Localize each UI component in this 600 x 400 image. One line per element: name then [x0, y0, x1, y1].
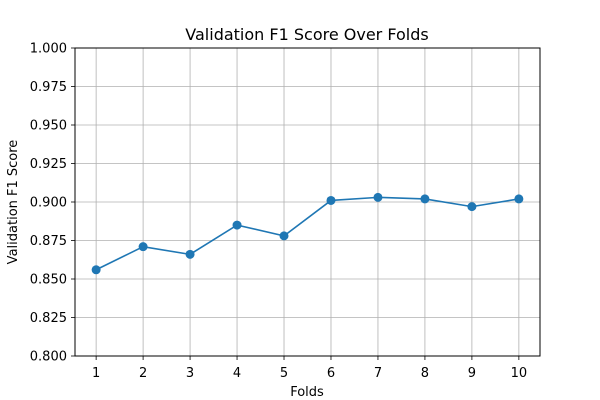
y-tick-label: 1.000	[30, 42, 67, 57]
y-tick-label: 0.850	[30, 273, 67, 288]
series-line	[95, 196, 519, 271]
y-tick-label: 0.800	[30, 350, 67, 365]
y-axis-label: Validation F1 Score	[6, 140, 21, 265]
y-axis: 0.800 0.825 0.850 0.875 0.900 0.925 0.950 0.975…	[30, 42, 75, 365]
series-layer	[91, 192, 524, 275]
data-point	[467, 202, 477, 212]
data-point	[91, 265, 101, 275]
x-tick-label: 2	[139, 366, 147, 381]
data-point	[420, 194, 430, 204]
y-tick-label: 0.900	[30, 196, 67, 211]
x-axis: 1 2 3 4 5 6 7 8 9 10	[92, 356, 527, 381]
x-tick-label: 8	[421, 366, 429, 381]
x-tick-label: 5	[280, 366, 288, 381]
x-tick-label: 4	[233, 366, 241, 381]
data-point	[185, 249, 195, 259]
data-point	[514, 194, 524, 204]
x-tick-label: 10	[511, 366, 528, 381]
y-tick-label: 0.975	[30, 80, 67, 95]
x-tick-label: 6	[327, 366, 335, 381]
x-tick-label: 9	[468, 366, 476, 381]
x-tick-label: 1	[92, 366, 100, 381]
x-tick-label: 3	[186, 366, 194, 381]
x-axis-label: Folds	[290, 385, 324, 400]
y-tick-label: 0.875	[30, 234, 67, 249]
data-point	[138, 242, 148, 252]
data-point	[326, 195, 336, 205]
grid	[75, 47, 540, 357]
x-tick-label: 7	[374, 366, 382, 381]
y-tick-label: 0.925	[30, 157, 67, 172]
data-point	[373, 192, 383, 202]
chart-title: Validation F1 Score Over Folds	[185, 25, 428, 44]
data-point	[279, 231, 289, 241]
data-point	[232, 220, 242, 230]
y-tick-label: 0.825	[30, 311, 67, 326]
y-tick-label: 0.950	[30, 119, 67, 134]
